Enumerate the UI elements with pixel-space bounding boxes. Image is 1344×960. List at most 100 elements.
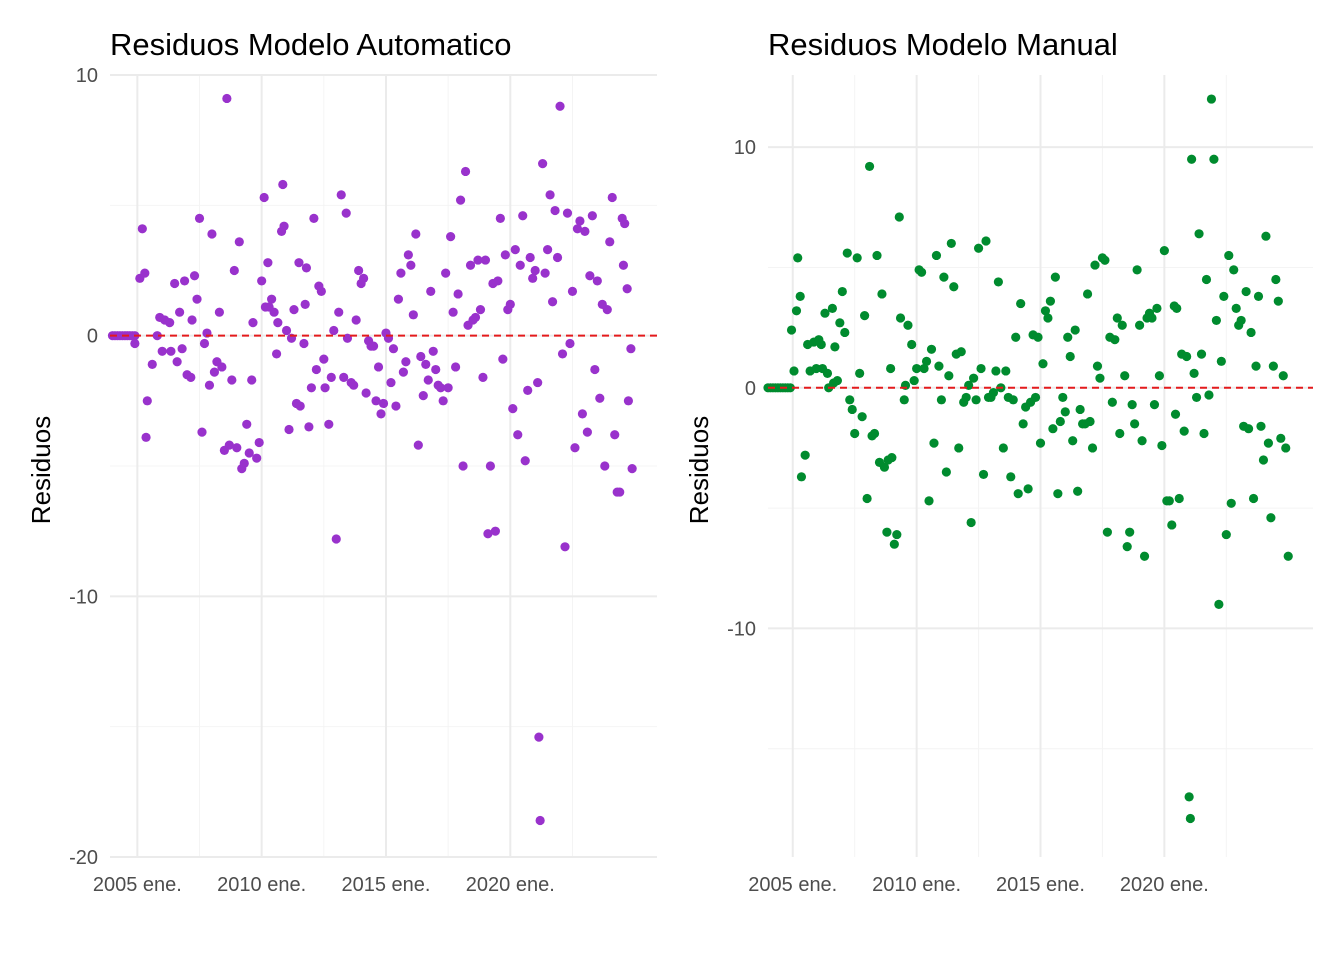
data-point [403,250,413,260]
data-point [1137,436,1147,446]
data-point [324,419,334,429]
data-point [534,732,544,742]
data-point [351,315,361,325]
data-point [533,377,543,388]
data-point [1283,551,1293,561]
data-point [376,409,386,419]
data-point [547,297,558,307]
data-point [295,401,305,411]
data-point [1120,371,1130,381]
data-point [1229,265,1239,275]
y-tick-label: 0 [745,378,756,400]
data-point [179,276,190,286]
data-point [570,443,580,453]
data-point [832,375,842,386]
y-axis-label-automatico: Residuos [26,416,56,524]
data-point [1204,390,1214,400]
data-point [359,273,369,283]
data-point [1157,440,1167,451]
data-point [623,396,634,406]
data-point [361,388,371,398]
data-point [590,364,600,375]
data-point [1006,472,1016,482]
y-tick-label: -10 [69,586,98,608]
data-point [500,250,510,260]
data-point [1152,303,1162,313]
data-point [1060,407,1070,417]
data-point [263,258,273,268]
data-point [294,258,304,268]
data-point [889,539,899,549]
data-point [786,325,797,335]
data-point [371,396,381,406]
data-point [1248,493,1259,504]
data-point [388,344,399,354]
data-point [368,341,379,351]
data-point [281,325,292,336]
data-point [852,253,862,263]
data-point [458,461,468,471]
data-point [239,458,249,468]
data-point [577,409,588,419]
x-tick-label: 2020 ene. [466,874,555,896]
data-point [622,284,632,294]
panel-residuos-manual: Residuos Modelo Manual Residuos 2005 ene… [684,27,1313,896]
data-point [289,305,299,315]
data-point [1243,424,1254,434]
data-point [1149,400,1160,410]
data-point [448,307,458,317]
data-point [847,404,857,415]
data-point [1159,246,1169,256]
data-point [273,318,283,328]
x-tick-label: 2015 ene. [996,874,1085,896]
data-point [301,263,312,273]
data-point [147,359,157,369]
x-tick-label: 2010 ene. [872,874,961,896]
data-point [1167,520,1177,530]
data-point [820,308,830,318]
data-point [785,383,795,393]
data-point [1139,551,1150,561]
data-point [329,325,339,336]
data-point [1278,371,1288,381]
data-point [944,371,954,381]
grid-automatico [110,74,657,858]
data-point [1281,443,1291,453]
data-point [988,388,999,398]
data-point [580,226,590,236]
data-point [1253,291,1264,301]
data-point [166,346,176,356]
x-tick-label: 2020 ene. [1120,874,1209,896]
data-point [877,289,887,299]
data-point [1030,392,1041,403]
data-point [562,208,573,218]
data-point [835,318,845,328]
data-point [789,366,799,376]
data-point [993,277,1003,287]
data-point [339,372,349,382]
data-point [796,472,807,482]
data-point [1082,289,1093,299]
data-point [1011,332,1021,342]
data-point [373,362,384,372]
data-point [1075,404,1085,415]
data-point [971,395,981,405]
data-point [505,299,515,309]
data-point [1117,320,1127,330]
data-point [411,229,421,239]
data-point [192,294,202,304]
data-point [1013,489,1023,499]
data-point [552,252,563,263]
data-point [557,349,568,359]
data-point [966,517,976,528]
data-point [793,253,803,263]
data-point [1261,231,1271,241]
data-point [869,428,880,439]
data-point [244,448,254,458]
data-point [418,391,428,401]
data-point [535,815,545,826]
data-point [453,289,463,299]
data-point [1045,296,1056,306]
data-point [1194,229,1204,239]
data-point [426,286,436,296]
